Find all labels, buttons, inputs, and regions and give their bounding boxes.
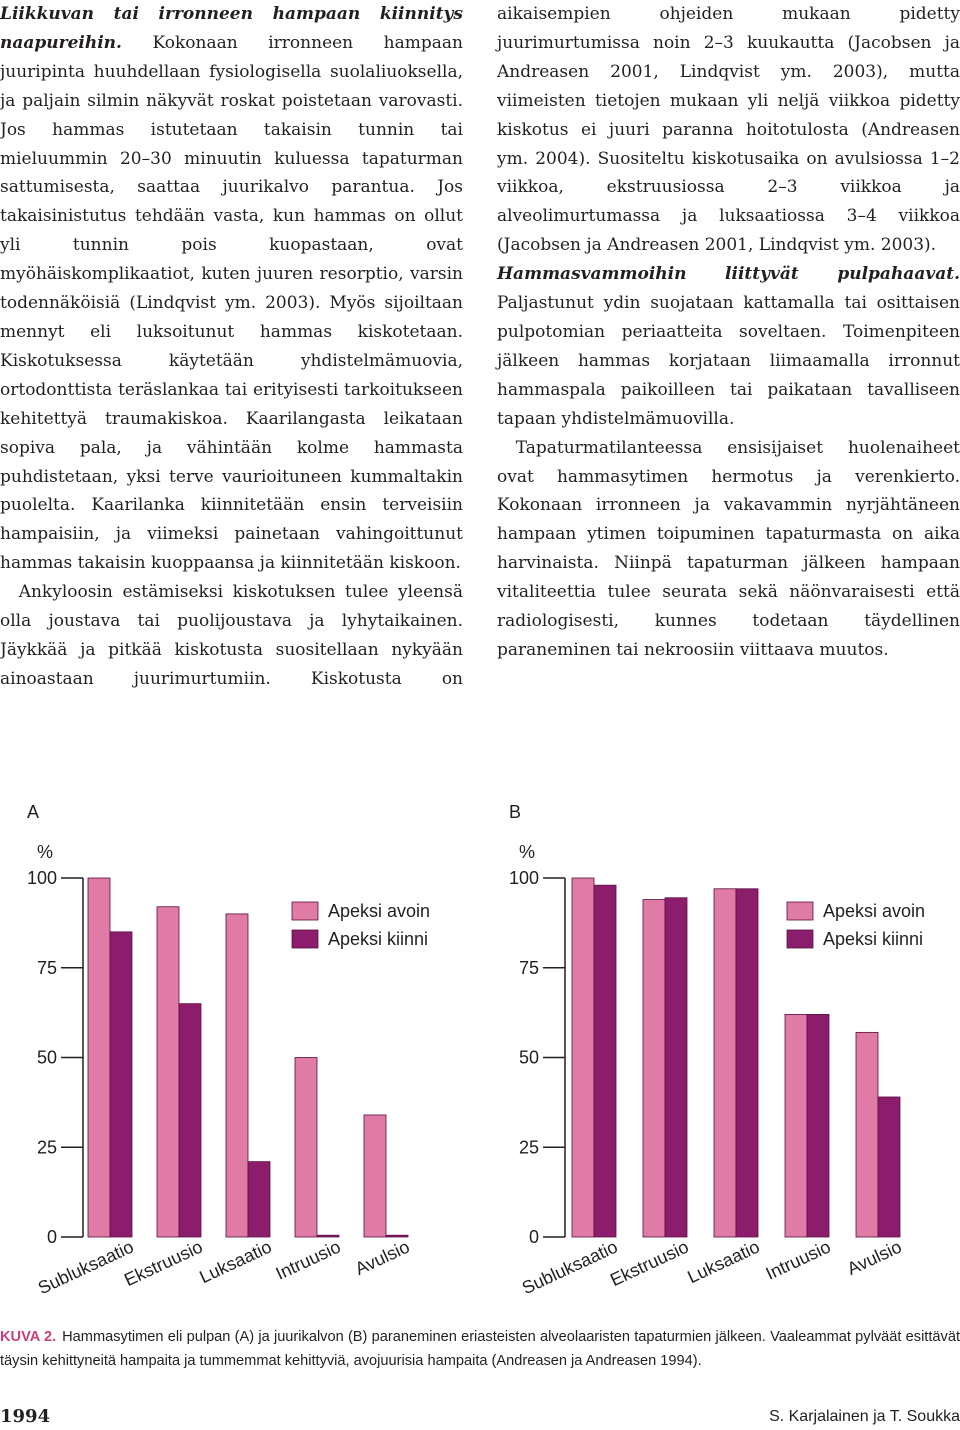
paragraph-text: Kokonaan irronneen hampaan juuripinta hu… <box>0 32 463 574</box>
bar <box>806 1014 830 1238</box>
caption: KUVA 2. Hammasytimen eli pulpan (A) ja ju… <box>0 1325 960 1373</box>
x-tick-label: Intruusio <box>763 1236 834 1283</box>
x-tick-label: Avulsio <box>844 1236 905 1279</box>
bar <box>247 1161 271 1238</box>
legend-swatch <box>786 901 814 921</box>
y-tick-label: 50 <box>37 1048 57 1068</box>
bar <box>664 897 688 1238</box>
bar <box>178 1003 202 1238</box>
caption-label: KUVA 2. <box>0 1329 57 1345</box>
authors: S. Karjalainen ja T. Soukka <box>769 1408 960 1425</box>
bar <box>385 1234 409 1238</box>
paragraph: Liikkuvan tai irronneen hampaan kiinnity… <box>0 0 463 578</box>
caption-text: Hammasytimen eli pulpan (A) ja juurikalv… <box>0 1329 960 1369</box>
legend-swatch <box>291 929 319 949</box>
legend-label: Apeksi avoin <box>823 901 925 921</box>
panel-label: A <box>27 802 39 822</box>
y-tick-label: 75 <box>519 958 539 978</box>
y-tick-label: 75 <box>37 958 57 978</box>
x-tick-label: Intruusio <box>273 1236 344 1283</box>
legend-label: Apeksi avoin <box>328 901 430 921</box>
y-tick-label: 50 <box>519 1048 539 1068</box>
x-tick-label: Ekstruusio <box>607 1236 692 1290</box>
x-tick-label: Luksaatio <box>196 1236 274 1287</box>
legend-swatch <box>786 929 814 949</box>
bar <box>294 1057 318 1238</box>
legend-swatch <box>291 901 319 921</box>
legend-label: Apeksi kiinni <box>823 929 923 949</box>
bar <box>855 1031 879 1238</box>
run-in-heading: Liikkuvan tai irronneen hampaan kiinnity… <box>0 4 463 53</box>
bar <box>363 1114 387 1238</box>
x-tick-label: Ekstruusio <box>121 1236 206 1290</box>
figure: A%0255075100SubluksaatioEkstruusioLuksaa… <box>27 802 925 1298</box>
legend-label: Apeksi kiinni <box>328 929 428 949</box>
bar <box>593 884 617 1238</box>
bar <box>225 913 249 1238</box>
paragraph: Ankyloosin estämiseksi kiskotuksen tulee… <box>0 4 960 689</box>
bar <box>784 1014 808 1238</box>
paragraph-text: Paljastunut ydin suojataan kattamalla ta… <box>497 293 960 429</box>
body-text: Liikkuvan tai irronneen hampaan kiinnity… <box>0 0 960 689</box>
y-axis-label: % <box>37 842 53 862</box>
x-tick-label: Luksaatio <box>684 1236 762 1287</box>
y-tick-label: 0 <box>47 1227 57 1247</box>
paragraph-text: Ankyloosin estämiseksi kiskotuksen tulee… <box>0 4 960 689</box>
y-tick-label: 100 <box>27 868 57 888</box>
bar <box>87 877 111 1238</box>
page-number: 1994 <box>0 1406 51 1427</box>
bar <box>713 888 737 1238</box>
bar <box>156 906 180 1238</box>
y-axis-label: % <box>519 842 535 862</box>
panel-label: B <box>509 802 521 822</box>
bar <box>642 899 666 1238</box>
y-tick-label: 100 <box>509 868 539 888</box>
y-tick-label: 0 <box>529 1227 539 1247</box>
paragraph: Tapaturmatilanteessa ensisijaiset huolen… <box>497 434 960 665</box>
x-tick-label: Avulsio <box>352 1236 413 1279</box>
bar <box>316 1234 340 1238</box>
y-tick-label: 25 <box>37 1137 57 1157</box>
bar <box>571 877 595 1238</box>
bar <box>109 931 133 1238</box>
bar <box>735 888 759 1238</box>
paragraph: Hammasvammoihin liittyvät pulpahaavat. P… <box>497 260 960 433</box>
y-tick-label: 25 <box>519 1137 539 1157</box>
paragraph-text: Tapaturmatilanteessa ensisijaiset huolen… <box>497 437 960 660</box>
bar <box>877 1096 901 1238</box>
run-in-heading: Hammasvammoihin liittyvät pulpahaavat. <box>497 264 960 285</box>
